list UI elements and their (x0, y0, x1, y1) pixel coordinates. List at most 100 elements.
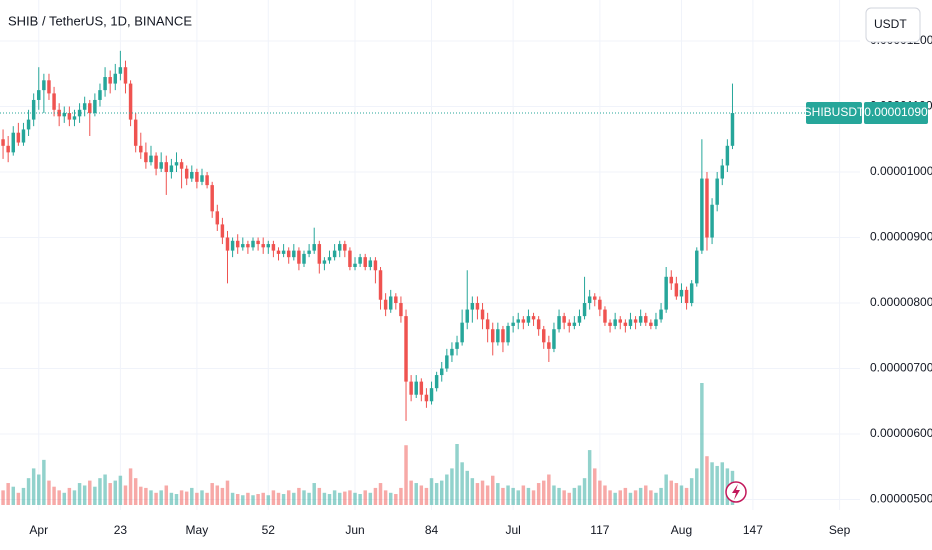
volume-bar (317, 487, 322, 505)
candle-body (603, 309, 607, 323)
candle-body (118, 67, 123, 74)
currency-button-label[interactable]: USDT (874, 17, 907, 31)
candle-body (475, 303, 480, 310)
candle-body (531, 316, 536, 320)
candle-body (649, 322, 653, 326)
candle-body (149, 155, 153, 163)
candle-body (113, 73, 118, 84)
candle-body (21, 129, 26, 143)
candles (1, 50, 735, 421)
candle-body (353, 263, 357, 267)
volume-bar (62, 492, 67, 505)
candle-body (26, 119, 31, 130)
candle-body (358, 257, 362, 264)
volume-bar (266, 495, 271, 505)
candle-body (67, 113, 72, 120)
candle-body (419, 381, 424, 395)
volume-bar (521, 485, 526, 505)
candle-body (128, 83, 133, 120)
volume-bar (256, 494, 260, 505)
volume-bar (327, 494, 332, 505)
volume-bar (715, 465, 719, 505)
candle-body (159, 162, 163, 169)
volume-bar (139, 486, 143, 505)
candle-body (516, 319, 520, 323)
volume-bar (154, 492, 158, 505)
volume-bar (88, 480, 92, 505)
candle-body (93, 99, 97, 114)
volume-bar (21, 487, 26, 505)
volume-bar (618, 490, 622, 505)
candle-body (674, 283, 679, 297)
volume-bar (659, 487, 663, 505)
candle-body (139, 145, 143, 153)
candle-body (542, 329, 546, 343)
volume-bar (526, 487, 531, 505)
volume-bar (491, 475, 495, 505)
volume-bar (460, 462, 464, 505)
volume-bar (322, 492, 327, 505)
candle-body (37, 90, 41, 100)
y-tick-label: 0.00001000 (870, 164, 932, 178)
volume-bar (445, 474, 449, 505)
volume-bar (587, 450, 592, 505)
volume-bar (118, 475, 123, 505)
candle-body (230, 240, 235, 251)
volume-bar (332, 490, 337, 505)
volume-bar (241, 495, 245, 505)
candle-body (82, 103, 87, 110)
candle-body (414, 381, 418, 395)
volume-bar (57, 490, 61, 505)
x-tick-label: 84 (425, 523, 439, 537)
candle-body (52, 93, 56, 110)
candle-body (730, 113, 735, 146)
volume-bar (388, 492, 393, 505)
volume-bar (149, 490, 153, 505)
volume-bar (337, 492, 342, 505)
candle-body (434, 375, 439, 389)
volume-bar (511, 487, 515, 505)
y-tick-label: 0.00000700 (870, 361, 932, 375)
candle-body (618, 319, 622, 323)
candle-body (332, 250, 337, 258)
volume-bar (409, 480, 413, 505)
x-tick-label: Jun (345, 523, 364, 537)
candle-body (598, 299, 602, 310)
symbol-tag (806, 102, 862, 125)
candle-body (424, 394, 429, 402)
volume-bar (710, 462, 714, 505)
volume-bar (470, 478, 475, 505)
volume-bar (480, 480, 485, 505)
candle-body (450, 348, 454, 356)
candle-body (88, 103, 92, 114)
candle-body (582, 303, 587, 317)
candle-body (689, 283, 694, 304)
y-tick-label: 0.00000500 (870, 492, 932, 506)
volume-bar (608, 490, 612, 505)
candle-body (572, 322, 577, 326)
y-tick-label: 0.00000800 (870, 295, 932, 309)
volume-bar (37, 474, 41, 505)
candle-body (720, 165, 725, 179)
volume-bar (516, 490, 520, 505)
volume-bar (251, 495, 255, 505)
candle-body (695, 250, 699, 284)
volume-bar (16, 492, 21, 505)
volume-bar (190, 487, 194, 505)
candle-body (108, 77, 112, 84)
volume-bar (133, 478, 138, 505)
price-tag (864, 102, 928, 125)
volume-bar (174, 494, 179, 505)
x-tick-label: 52 (262, 523, 276, 537)
volume-bar (363, 490, 367, 505)
candle-body (593, 296, 597, 300)
currency-button[interactable] (865, 7, 921, 43)
candle-body (307, 250, 311, 254)
candle-body (480, 309, 485, 320)
volume-bar (475, 483, 480, 505)
volume-bar (378, 483, 383, 505)
volume-bar (108, 483, 112, 505)
volume-bar (159, 490, 163, 505)
candle-body (327, 257, 332, 261)
